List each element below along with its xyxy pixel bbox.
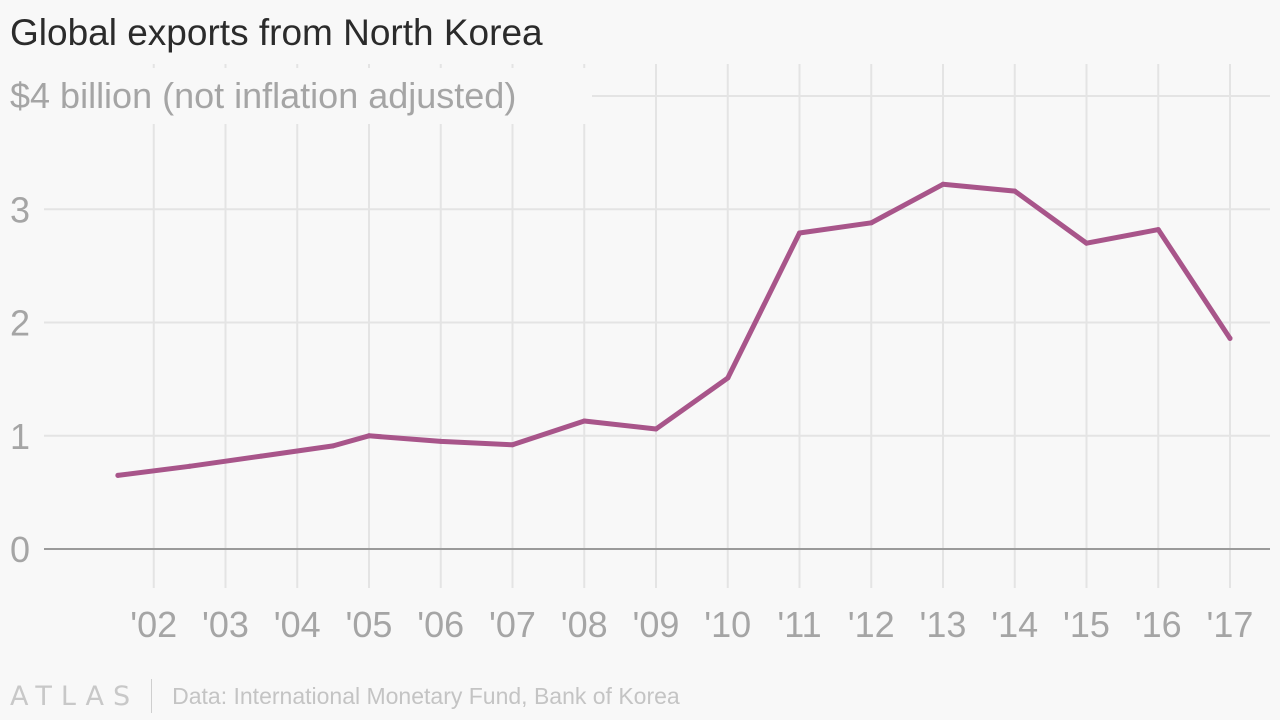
footer-divider: [151, 679, 153, 713]
x-tick-label: '11: [777, 604, 821, 645]
chart-footer: ATLAS Data: International Monetary Fund,…: [10, 678, 680, 714]
x-tick-label: '15: [1063, 604, 1110, 645]
y-axis-unit-label: $4 billion (not inflation adjusted): [10, 75, 516, 116]
data-point: [797, 230, 802, 236]
data-point: [258, 453, 264, 459]
unit-label-background: [4, 68, 592, 124]
x-tick-labels: '02 '03 '04 '05 '06 '07 '08 '09 '10 '11 '12 '13 '14 '…: [130, 604, 1253, 645]
data-point: [653, 426, 659, 432]
x-tick-label: '09: [633, 604, 680, 645]
data-point: [366, 433, 372, 439]
x-tick-label: '14: [991, 604, 1038, 645]
data-point: [115, 472, 121, 478]
horizontal-gridlines: [44, 95, 1270, 437]
x-tick-label: '10: [704, 604, 751, 645]
data-point: [1227, 335, 1233, 341]
x-tick-label: '13: [920, 604, 967, 645]
x-tick-label: '06: [417, 604, 464, 645]
data-point: [1084, 240, 1089, 246]
data-point: [1155, 227, 1161, 233]
x-tick-label: '03: [202, 604, 249, 645]
y-tick-label: 0: [10, 529, 30, 570]
data-point: [868, 220, 874, 226]
atlas-logo: ATLAS: [10, 680, 140, 712]
x-tick-label: '17: [1207, 604, 1254, 645]
data-point: [581, 418, 587, 424]
data-point: [187, 463, 193, 469]
x-tick-label: '08: [561, 604, 608, 645]
series-line-global-exports: [115, 181, 1233, 478]
data-point: [330, 443, 336, 449]
x-tick-label: '07: [489, 604, 536, 645]
data-point: [1012, 188, 1018, 194]
x-tick-label: '04: [274, 604, 321, 645]
x-tick-label: '05: [346, 604, 393, 645]
data-point: [725, 375, 731, 381]
y-tick-label: 2: [10, 303, 30, 344]
vertical-gridlines: [152, 64, 1231, 588]
data-point: [940, 181, 946, 187]
data-point: [510, 442, 515, 448]
y-tick-label: 1: [10, 416, 30, 457]
series-points: [115, 181, 1233, 478]
data-source: Data: International Monetary Fund, Bank …: [172, 682, 680, 709]
y-tick-label: 3: [10, 189, 30, 230]
x-tick-label: '16: [1135, 604, 1182, 645]
x-tick-label: '12: [848, 604, 895, 645]
chart-title: Global exports from North Korea: [10, 12, 543, 53]
data-point: [438, 438, 444, 444]
x-tick-label: '02: [130, 604, 177, 645]
y-tick-labels: 0 1 2 3: [10, 189, 30, 570]
